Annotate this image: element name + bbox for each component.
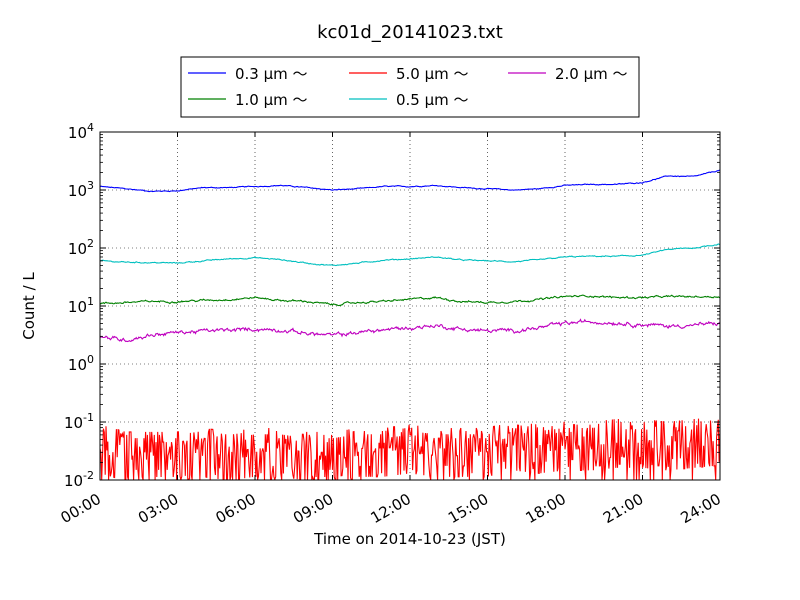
series-5-0um-line <box>100 418 720 480</box>
legend-label: 2.0 μm ～ <box>555 65 628 83</box>
y-axis-label: Count / L <box>20 272 38 340</box>
x-tick-label: 03:00 <box>135 490 181 527</box>
y-tick-label: 10-2 <box>64 469 94 490</box>
x-tick-label: 06:00 <box>213 490 259 527</box>
series-1-0um-line <box>100 294 720 307</box>
x-tick-label: 00:00 <box>58 490 104 527</box>
chart-title: kc01d_20141023.txt <box>317 22 503 43</box>
x-tick-label: 12:00 <box>368 490 414 527</box>
y-tick-label: 10-1 <box>64 411 94 432</box>
legend-box <box>180 56 640 118</box>
y-tick-labels: 10-2 10-1 100 101 102 103 104 <box>64 121 94 490</box>
x-axis-label: Time on 2014-10-23 (JST) <box>313 530 506 548</box>
legend-label: 0.5 μm ～ <box>396 91 469 109</box>
series-0-5um-line <box>100 243 720 267</box>
grid <box>100 132 720 480</box>
axis-ticks <box>99 131 721 481</box>
x-tick-label: 21:00 <box>600 490 646 527</box>
legend-label: 5.0 μm ～ <box>396 65 469 83</box>
x-tick-label: 18:00 <box>523 490 569 527</box>
y-tick-label: 100 <box>68 353 94 374</box>
x-tick-label: 09:00 <box>290 490 336 527</box>
legend: 0.3 μm ～ 1.0 μm ～ 5.0 μm ～ 0.5 μm ～ 2.0 μm ～ <box>180 56 640 118</box>
y-tick-label: 102 <box>68 237 94 258</box>
x-tick-label: 15:00 <box>445 490 491 527</box>
legend-label: 0.3 μm ～ <box>235 65 308 83</box>
series-2-0um-line <box>100 318 720 343</box>
y-tick-label: 104 <box>68 121 94 142</box>
series-layer <box>100 169 720 480</box>
y-tick-label: 103 <box>68 179 94 200</box>
series-0-3um-line <box>100 169 720 193</box>
legend-label: 1.0 μm ～ <box>235 91 308 109</box>
x-tick-label: 24:00 <box>678 490 724 527</box>
x-tick-labels: 00:00 03:00 06:00 09:00 12:00 15:00 18:00 21:00… <box>58 490 724 527</box>
y-tick-label: 101 <box>68 295 94 316</box>
